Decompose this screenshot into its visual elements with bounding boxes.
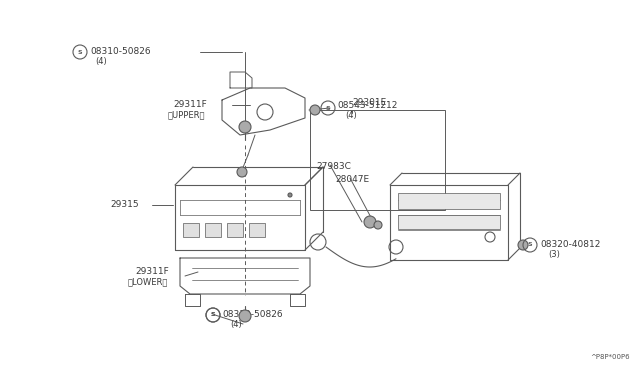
Text: 29311F: 29311F: [173, 100, 207, 109]
Text: S: S: [211, 312, 215, 317]
Bar: [398, 215, 500, 229]
Text: 08310-50826: 08310-50826: [90, 47, 150, 56]
Circle shape: [239, 310, 251, 322]
Text: 28047E: 28047E: [335, 175, 369, 184]
Circle shape: [237, 167, 247, 177]
Text: 08320-40812: 08320-40812: [540, 240, 600, 249]
Text: （UPPER）: （UPPER）: [168, 110, 205, 119]
Text: S: S: [326, 106, 330, 110]
Bar: [183, 223, 199, 237]
Text: 27983C: 27983C: [316, 162, 351, 171]
Text: (3): (3): [548, 250, 560, 259]
Bar: [310, 110, 445, 210]
Circle shape: [239, 121, 251, 133]
Bar: [205, 223, 221, 237]
Text: （LOWER）: （LOWER）: [128, 277, 168, 286]
Circle shape: [310, 105, 320, 115]
Text: 08310-50826: 08310-50826: [222, 310, 283, 319]
Circle shape: [374, 221, 382, 229]
Text: S: S: [211, 312, 215, 317]
Bar: [227, 223, 243, 237]
Text: 29301E: 29301E: [352, 98, 387, 107]
Text: (4): (4): [95, 57, 107, 66]
Text: (4): (4): [345, 111, 356, 120]
Circle shape: [288, 193, 292, 197]
Text: ^P8P*00P6: ^P8P*00P6: [590, 354, 630, 360]
Text: 29311F: 29311F: [135, 267, 169, 276]
Text: 08543-51212: 08543-51212: [337, 101, 397, 110]
Circle shape: [364, 216, 376, 228]
Text: S: S: [77, 49, 83, 55]
Text: S: S: [528, 243, 532, 247]
Text: (4): (4): [230, 320, 242, 329]
Bar: [398, 193, 500, 209]
Circle shape: [518, 240, 528, 250]
Bar: [249, 223, 265, 237]
Text: 29315: 29315: [110, 200, 139, 209]
